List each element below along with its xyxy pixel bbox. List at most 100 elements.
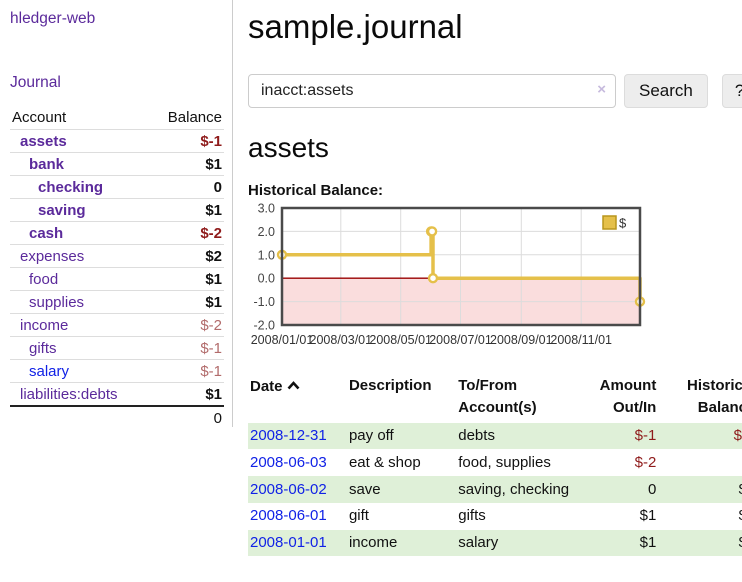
account-row: supplies $1 <box>10 290 224 314</box>
account-link-bank[interactable]: bank <box>29 155 65 173</box>
register-row: 2008-12-31 pay off debts $-1 $-1 <box>248 422 742 450</box>
chart-title: Historical Balance: <box>248 182 384 199</box>
transaction-balance: $-1 <box>733 427 742 444</box>
search-help-button[interactable]: ? <box>721 74 742 108</box>
app-window: hledger-web Journal Account Balance asse… <box>0 0 742 557</box>
account-link-checking[interactable]: checking <box>38 178 104 196</box>
account-link-cash[interactable]: cash <box>29 224 64 242</box>
transaction-amount: $1 <box>639 507 657 525</box>
sidebar-item-journal[interactable]: Journal <box>10 74 61 91</box>
svg-text:2.0: 2.0 <box>258 225 275 239</box>
account-balance: $1 <box>205 270 222 288</box>
register-row: 2008-06-03 eat & shop food, supplies $-20 <box>248 449 742 476</box>
register-header-balance: Historical Balance <box>686 377 742 416</box>
account-balance: $1 <box>205 155 222 173</box>
account-link-income[interactable]: income <box>20 316 69 334</box>
search-input[interactable] <box>248 74 616 108</box>
register-header-date-label: Date <box>250 378 283 395</box>
svg-text:2008/03/01: 2008/03/01 <box>310 333 373 347</box>
svg-text:2008/09/01: 2008/09/01 <box>490 333 553 347</box>
transaction-accounts: gifts <box>458 507 486 525</box>
transaction-amount: 0 <box>647 480 657 498</box>
transaction-date-link[interactable]: 2008-06-01 <box>250 507 327 525</box>
svg-text:-2.0: -2.0 <box>253 319 275 333</box>
svg-text:2008/05/01: 2008/05/01 <box>369 333 432 347</box>
account-link-expenses[interactable]: expenses <box>20 247 85 265</box>
transaction-date-link[interactable]: 2008-06-02 <box>250 480 327 498</box>
transaction-date-link[interactable]: 2008-06-03 <box>250 453 327 471</box>
account-row: assets $-1 <box>10 129 224 153</box>
account-balance: $1 <box>205 201 222 219</box>
register-header-row: Date Description To/From Account(s) Amou… <box>248 373 742 423</box>
transaction-amount: $-2 <box>634 453 657 471</box>
account-link-salary[interactable]: salary <box>29 362 70 380</box>
account-link-gifts[interactable]: gifts <box>29 339 57 357</box>
account-balance: $-1 <box>200 339 222 357</box>
accounts-header-balance: Balance <box>167 109 222 126</box>
svg-text:1.0: 1.0 <box>258 248 275 262</box>
account-balance: $-2 <box>200 224 222 242</box>
account-row: liabilities:debts $1 <box>10 382 224 407</box>
register-row: 2008-06-01 gift gifts $1$2 <box>248 503 742 530</box>
account-row: saving $1 <box>10 198 224 222</box>
accounts-total-value: 0 <box>213 409 222 427</box>
sort-ascending-icon <box>287 375 300 397</box>
account-balance: $-1 <box>200 132 222 150</box>
transaction-amount: $-1 <box>634 427 657 444</box>
balance-chart[interactable]: $3.0 2.0 1.0 0.0 -1.0 -2.0 2008/01/01 2008/03/0… <box>248 202 742 359</box>
clear-search-icon[interactable]: × <box>597 81 606 98</box>
transaction-description: eat & shop <box>348 453 421 471</box>
register-header-description: Description <box>348 377 432 394</box>
search-row: × Search ? <box>248 74 742 108</box>
account-row: food $1 <box>10 267 224 291</box>
register-header-accounts: To/From Account(s) <box>458 377 537 416</box>
transaction-date-link[interactable]: 2008-12-31 <box>250 427 327 444</box>
balance-chart-svg: $3.0 2.0 1.0 0.0 -1.0 -2.02008/01/012008/03/0… <box>251 202 646 347</box>
transaction-description: income <box>348 534 398 551</box>
account-heading: assets <box>248 132 329 163</box>
register-row: 2008-01-01 income salary $1$1 <box>248 529 742 557</box>
accounts-total-spacer <box>10 406 150 429</box>
account-link-liabilities-debts[interactable]: liabilities:debts <box>20 385 118 403</box>
transaction-description: save <box>348 480 381 498</box>
account-row: gifts $-1 <box>10 336 224 360</box>
transaction-date-link[interactable]: 2008-01-01 <box>250 534 327 551</box>
svg-text:$: $ <box>619 216 627 231</box>
account-row: income $-2 <box>10 313 224 337</box>
page-title: sample.journal <box>248 8 463 45</box>
accounts-total-row: 0 <box>10 406 224 429</box>
register-header-amount: Amount Out/In <box>599 377 657 416</box>
search-button[interactable]: Search <box>624 74 708 108</box>
account-link-food[interactable]: food <box>29 270 59 288</box>
transaction-amount: $1 <box>639 534 657 551</box>
accounts-header-account: Account <box>12 109 67 126</box>
transaction-accounts: food, supplies <box>458 453 551 471</box>
account-row: checking 0 <box>10 175 224 199</box>
register-row: 2008-06-02 save saving, checking 0$2 <box>248 476 742 503</box>
register-table: Date Description To/From Account(s) Amou… <box>248 373 742 557</box>
main-content: sample.journal × Search ? assets Histori… <box>233 0 742 557</box>
account-row: salary $-1 <box>10 359 224 383</box>
accounts-table: Account Balance assets $-1 bank $1 checking 0… <box>10 107 224 429</box>
account-row: cash $-2 <box>10 221 224 245</box>
transaction-accounts: salary <box>458 534 499 551</box>
app-title-link[interactable]: hledger-web <box>10 10 96 27</box>
svg-text:2008/11/01: 2008/11/01 <box>550 333 612 347</box>
accounts-header-row: Account Balance <box>10 107 224 130</box>
svg-text:3.0: 3.0 <box>258 203 275 216</box>
account-balance: $2 <box>205 247 222 265</box>
account-balance: $1 <box>205 385 222 403</box>
account-link-supplies[interactable]: supplies <box>29 293 85 311</box>
account-balance: 0 <box>213 178 222 196</box>
register-header-date[interactable]: Date <box>248 373 347 423</box>
sidebar: hledger-web Journal Account Balance asse… <box>0 0 233 427</box>
svg-text:2008/01/01: 2008/01/01 <box>251 333 314 347</box>
account-link-saving[interactable]: saving <box>38 201 86 219</box>
transaction-accounts: saving, checking <box>458 480 570 498</box>
account-link-assets[interactable]: assets <box>20 132 67 150</box>
transaction-description: pay off <box>348 427 394 444</box>
search-box: × <box>248 74 616 108</box>
account-row: bank $1 <box>10 152 224 176</box>
transaction-balance: $2 <box>658 476 742 503</box>
transaction-balance: $2 <box>658 503 742 530</box>
